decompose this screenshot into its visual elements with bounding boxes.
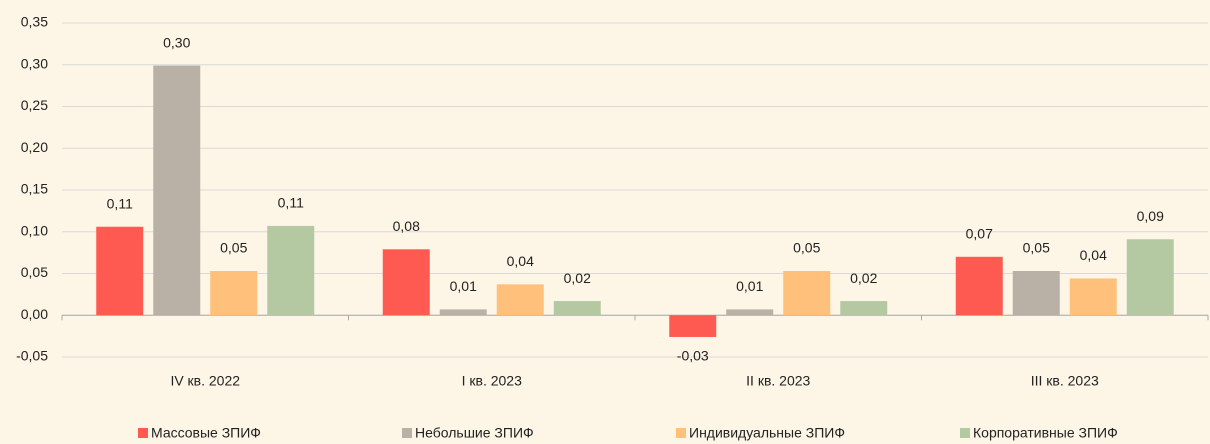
value-label: 0,05 [220, 240, 247, 256]
y-tick-label: 0,00 [21, 306, 48, 322]
x-tick-label: I кв. 2023 [462, 373, 522, 389]
bar [439, 309, 487, 316]
bar [840, 301, 888, 316]
bar [153, 65, 201, 316]
bar [210, 270, 258, 316]
bar [669, 315, 717, 337]
bar [783, 270, 831, 316]
bar [267, 225, 315, 316]
value-label: 0,02 [564, 270, 591, 286]
bar [726, 309, 774, 316]
x-tick-label: II кв. 2023 [746, 373, 810, 389]
bar [955, 256, 1003, 316]
value-label: 0,11 [278, 195, 304, 211]
legend-marker [676, 428, 686, 438]
y-tick-label: 0,35 [21, 14, 48, 30]
y-tick-label: 0,20 [21, 139, 48, 155]
value-label: 0,05 [1023, 240, 1050, 256]
bar [553, 301, 601, 316]
legend-label: Индивидуальные ЗПИФ [689, 425, 845, 441]
value-label: 0,01 [450, 278, 477, 294]
legend-label: Массовые ЗПИФ [151, 425, 261, 441]
value-label: 0,04 [507, 253, 534, 269]
y-tick-label: 0,05 [21, 264, 48, 280]
legend-marker [960, 428, 970, 438]
y-tick-label: 0,25 [21, 97, 48, 113]
legend-label: Корпоративные ЗПИФ [973, 425, 1118, 441]
x-tick-label: IV кв. 2022 [170, 373, 240, 389]
value-label: -0,03 [677, 348, 709, 364]
value-label: 0,01 [736, 278, 763, 294]
legend-label: Небольшие ЗПИФ [415, 425, 534, 441]
bar [1012, 270, 1060, 316]
value-label: 0,30 [163, 34, 190, 50]
bar [496, 284, 544, 316]
value-label: 0,05 [793, 240, 820, 256]
bar [382, 249, 430, 316]
y-tick-label: 0,10 [21, 222, 48, 238]
legend-marker [138, 428, 148, 438]
value-label: 0,04 [1080, 247, 1107, 263]
bar [96, 226, 144, 316]
x-tick-label: III кв. 2023 [1031, 373, 1099, 389]
value-label: 0,09 [1137, 208, 1164, 224]
y-tick-label: -0,05 [16, 348, 48, 364]
bar [1126, 239, 1174, 316]
legend-marker [402, 428, 412, 438]
y-tick-label: 0,30 [21, 55, 48, 71]
y-tick-label: 0,15 [21, 181, 48, 197]
bar [1069, 278, 1117, 316]
value-label: 0,08 [393, 218, 420, 234]
value-label: 0,07 [966, 226, 993, 242]
value-label: 0,02 [850, 270, 877, 286]
value-label: 0,11 [107, 195, 133, 211]
